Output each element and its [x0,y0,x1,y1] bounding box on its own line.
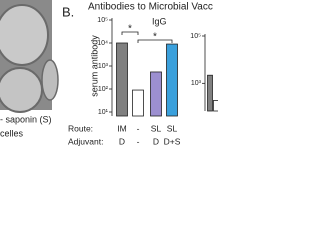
row-label: Adjuvant: [68,136,103,146]
y-tick-label: 10³ [191,80,202,87]
significance-star: * [128,24,132,35]
adjuvant-label: D [119,136,125,146]
row-label: Route: [68,123,93,133]
y-tick-label: 10⁴ [97,40,108,47]
micrograph [0,0,59,113]
vesicle [0,67,43,113]
vesicle [0,4,49,66]
significance-bracket [137,39,173,43]
route-label: IM [117,123,126,133]
route-label: SL [167,123,178,133]
bar [213,100,219,112]
significance-bracket [121,31,139,35]
y-tick-label: 10⁵ [190,33,201,40]
route-label: - [137,123,140,133]
route-label: SL [151,123,162,133]
bar [150,71,162,117]
y-tick-label: 10³ [98,63,109,70]
figure: - saponin (S) celles B. Antibodies to Mi… [0,0,219,146]
y-tick-label: 10² [98,86,109,93]
caption-line: celles [0,128,24,138]
y-tick-label: 10¹ [98,109,109,116]
bar [116,42,128,117]
caption-line: - saponin (S) [0,114,52,124]
panel-title: Antibodies to Microbial Vacc [88,2,213,13]
vesicle [41,59,59,101]
chart-subtitle: IgG [152,16,167,26]
bar [166,43,178,117]
adjuvant-label: D [153,136,159,146]
adjuvant-label: D+S [164,136,181,146]
y-tick-label: 10⁵ [97,17,108,24]
bar [207,74,213,112]
significance-star: * [153,32,157,43]
adjuvant-label: - [137,136,140,146]
bar [132,89,144,117]
y-axis-label: serum antibody [89,35,99,97]
panel-label: B. [62,4,74,19]
